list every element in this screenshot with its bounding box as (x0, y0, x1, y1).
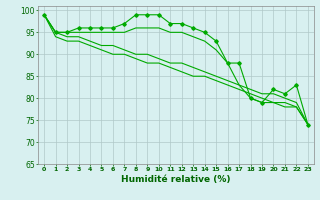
X-axis label: Humidité relative (%): Humidité relative (%) (121, 175, 231, 184)
